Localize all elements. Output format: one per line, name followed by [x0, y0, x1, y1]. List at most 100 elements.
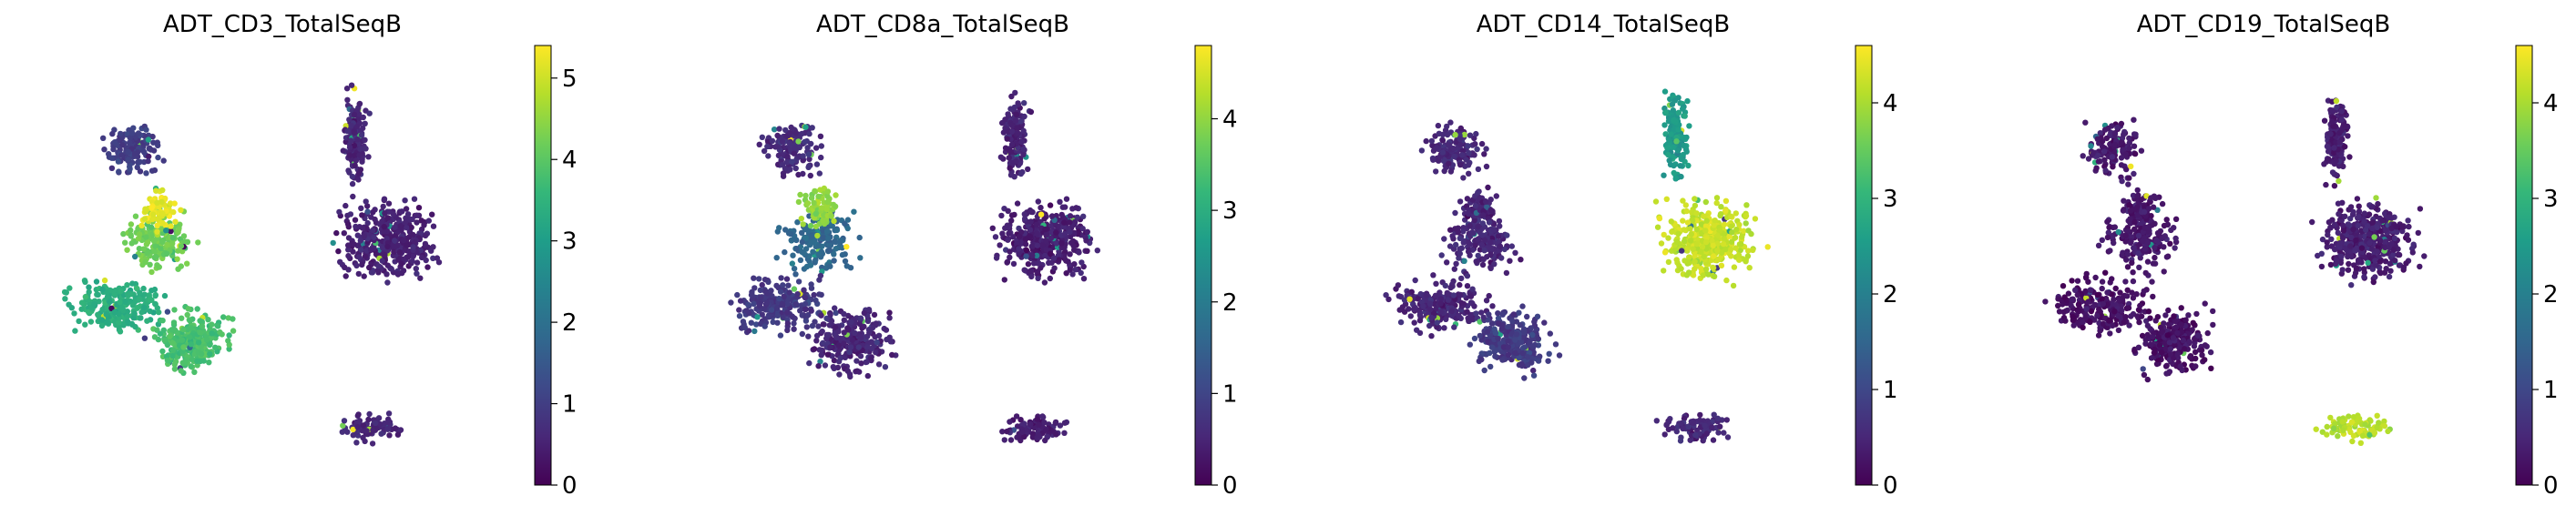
cell-point	[1450, 292, 1457, 298]
cell-point	[774, 132, 781, 139]
cell-point	[1034, 268, 1041, 275]
cell-point	[2142, 269, 2149, 277]
cell-point	[1006, 230, 1012, 237]
cell-point	[143, 234, 149, 240]
cell-point	[1692, 266, 1698, 272]
cell-point	[82, 278, 88, 285]
cell-point	[815, 363, 822, 369]
cell-point	[2126, 175, 2132, 181]
cell-point	[199, 323, 206, 329]
cell-point	[1005, 207, 1011, 214]
cell-point	[422, 232, 429, 239]
cell-point	[844, 225, 851, 232]
cell-point	[2163, 217, 2170, 223]
cell-point	[1008, 93, 1015, 100]
cell-point	[91, 301, 97, 308]
cell-point	[1443, 316, 1449, 322]
cell-point	[2152, 254, 2158, 261]
cell-point	[2121, 197, 2127, 204]
cell-point	[2099, 237, 2105, 243]
cell-point	[2095, 242, 2102, 248]
cell-point	[826, 247, 833, 254]
cell-point	[1034, 242, 1041, 248]
colorbar-tick-label: 3	[1222, 197, 1238, 225]
cell-point	[784, 320, 792, 327]
cell-point	[360, 114, 366, 121]
cell-point	[813, 257, 819, 263]
cell-point	[1685, 424, 1692, 430]
cell-point	[1722, 197, 1730, 204]
cell-point	[1483, 298, 1490, 304]
cell-point	[1692, 196, 1698, 202]
cell-point	[1739, 234, 1745, 240]
cell-point	[1717, 211, 1724, 218]
cell-point	[819, 264, 825, 271]
cell-point	[184, 311, 190, 319]
cell-point	[350, 193, 356, 200]
cell-point	[1457, 291, 1464, 298]
cell-point	[1466, 170, 1472, 177]
cell-point	[425, 218, 432, 224]
cell-point	[1457, 246, 1463, 252]
cell-point	[380, 245, 386, 251]
cell-point	[148, 205, 155, 211]
cell-point	[355, 170, 363, 177]
cell-point	[824, 193, 831, 199]
cell-point	[813, 338, 820, 344]
cell-point	[992, 234, 999, 240]
cell-point	[159, 219, 166, 227]
cell-point	[351, 142, 358, 149]
cell-point	[430, 255, 436, 261]
cell-point	[1447, 284, 1454, 291]
cell-point	[2129, 259, 2135, 266]
cell-point	[402, 197, 408, 204]
cell-point	[1435, 122, 1442, 129]
cell-point	[1486, 219, 1493, 226]
cell-point	[1721, 221, 1728, 228]
cell-point	[867, 355, 874, 361]
cell-point	[1487, 251, 1494, 258]
cell-point	[404, 254, 412, 260]
cell-point	[128, 227, 134, 234]
cell-point	[207, 350, 213, 358]
panel-title: ADT_CD19_TotalSeqB	[2137, 11, 2391, 38]
cell-point	[1721, 235, 1727, 242]
cell-point	[381, 228, 387, 235]
cell-point	[1450, 146, 1457, 152]
cell-point	[804, 145, 811, 151]
cell-point	[1507, 258, 1513, 264]
cell-point	[797, 257, 804, 263]
cell-point	[828, 213, 834, 219]
cell-point	[2125, 181, 2131, 187]
cell-point	[350, 426, 356, 433]
cell-point	[1027, 108, 1035, 116]
cell-point	[2136, 264, 2142, 270]
cell-point	[137, 289, 143, 296]
cell-point	[1496, 320, 1502, 327]
cell-point	[128, 232, 134, 238]
cell-point	[109, 130, 116, 137]
cell-point	[1062, 204, 1068, 210]
cell-point	[998, 212, 1005, 219]
cell-point	[1447, 168, 1455, 175]
cell-point	[1680, 218, 1686, 224]
cell-point	[776, 225, 782, 231]
colorbar-tick-label: 2	[1883, 281, 1898, 309]
cell-point	[1434, 319, 1441, 326]
cell-point	[1452, 131, 1458, 138]
cell-point	[783, 276, 791, 282]
cell-point	[141, 216, 148, 222]
cell-point	[1483, 146, 1489, 152]
cell-point	[1666, 157, 1672, 164]
cell-point	[384, 243, 391, 250]
cell-point	[777, 332, 784, 339]
cell-point	[333, 229, 340, 237]
cell-point	[779, 300, 786, 308]
cell-point	[1710, 437, 1717, 443]
cell-point	[1518, 360, 1525, 367]
cell-point	[397, 223, 404, 229]
cell-point	[2101, 148, 2108, 155]
cell-point	[1445, 297, 1452, 303]
cell-point	[1743, 220, 1749, 227]
cell-point	[764, 143, 771, 150]
